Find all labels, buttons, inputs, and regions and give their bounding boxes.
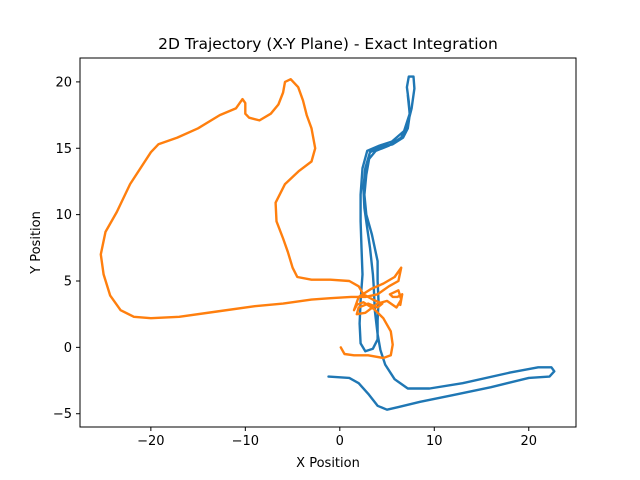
y-tick-label: 10: [55, 208, 72, 223]
y-tick-label: 15: [55, 142, 72, 157]
y-tick-label: 5: [64, 274, 72, 289]
axes-frame: [79, 57, 577, 428]
x-tick-label: 20: [520, 434, 537, 449]
plot-area: [80, 58, 576, 427]
trajectory-line-2: [99, 78, 404, 360]
x-tick-label: 0: [336, 434, 344, 449]
y-tick-label: 20: [55, 75, 72, 90]
x-axis-label: X Position: [296, 456, 360, 471]
y-tick-label: 0: [64, 341, 72, 356]
y-tick-label: −5: [53, 407, 72, 422]
x-ticks: −20 −10 0 10 20: [137, 427, 537, 449]
chart-title: 2D Trajectory (X-Y Plane) - Exact Integr…: [158, 35, 498, 53]
trajectory-line-1: [327, 75, 556, 411]
y-ticks: −5 0 5 10 15 20: [53, 75, 80, 422]
y-axis-label: Y Position: [29, 211, 44, 275]
x-tick-label: 10: [426, 434, 443, 449]
x-tick-label: −10: [232, 434, 259, 449]
series-group: [99, 75, 556, 411]
x-tick-label: −20: [137, 434, 164, 449]
